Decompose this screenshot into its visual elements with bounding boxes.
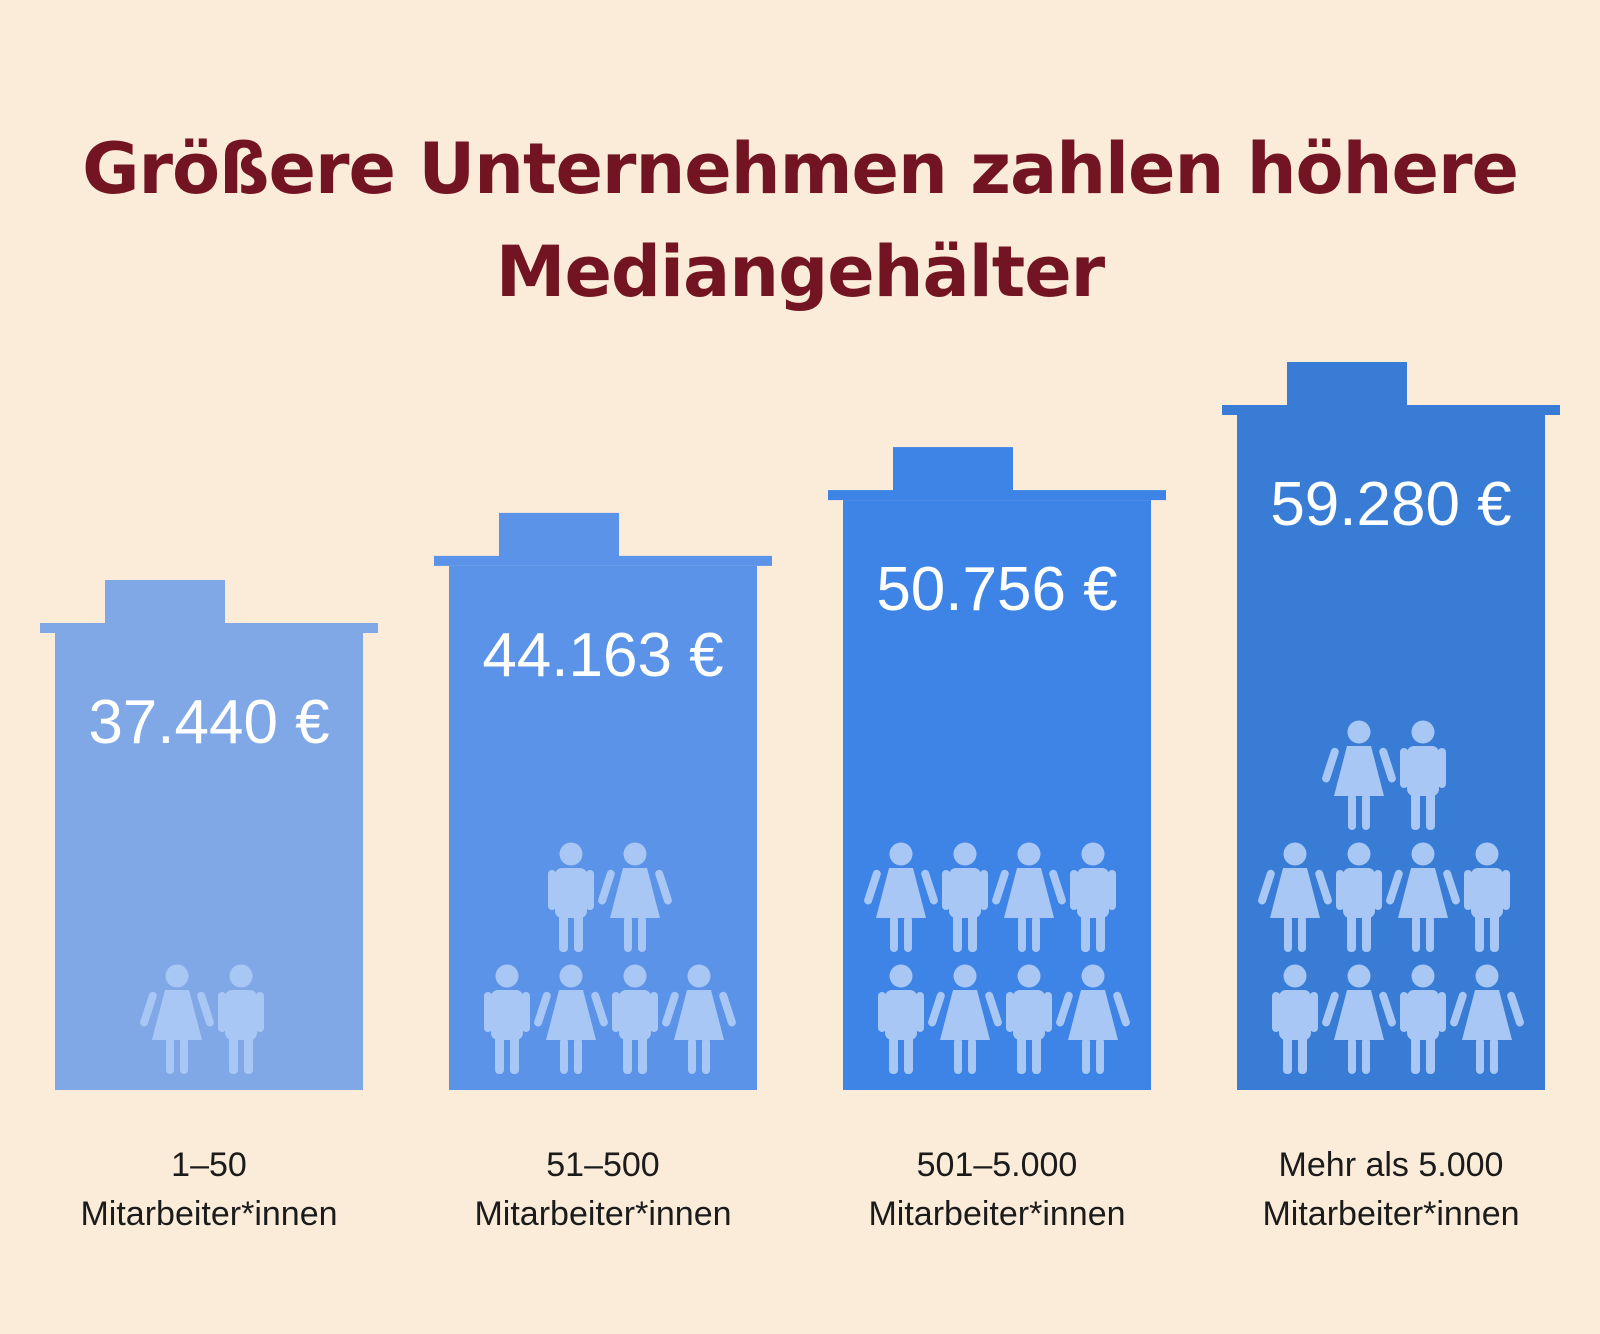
bar-group: 50.756 € bbox=[828, 447, 1166, 1091]
bar-chimney bbox=[499, 512, 619, 557]
people-icons bbox=[484, 842, 736, 1074]
bar-chimney bbox=[105, 580, 225, 624]
value-label: 44.163 € bbox=[482, 621, 723, 690]
category-label: Mitarbeiter*innen bbox=[80, 1195, 337, 1233]
category-label: Mitarbeiter*innen bbox=[1262, 1195, 1519, 1233]
category-label: Mehr als 5.000 bbox=[1279, 1146, 1504, 1184]
bar-roof bbox=[40, 623, 378, 633]
value-label: 50.756 € bbox=[876, 555, 1117, 624]
category-label: 51–500 bbox=[546, 1146, 659, 1184]
value-label: 59.280 € bbox=[1270, 470, 1511, 539]
bar-group: 37.440 € bbox=[40, 580, 378, 1090]
bar-roof bbox=[828, 490, 1166, 501]
bar-group: 59.280 € bbox=[1222, 362, 1560, 1090]
category-label: 501–5.000 bbox=[917, 1146, 1078, 1184]
people-icons bbox=[864, 842, 1130, 1074]
value-label: 37.440 € bbox=[88, 688, 329, 757]
category-label: 1–50 bbox=[171, 1146, 247, 1184]
category-label: Mitarbeiter*innen bbox=[474, 1195, 731, 1233]
people-icons bbox=[140, 964, 264, 1074]
category-label: Mitarbeiter*innen bbox=[868, 1195, 1125, 1233]
bar-roof bbox=[1222, 405, 1560, 415]
bar-chimney bbox=[1287, 362, 1407, 406]
people-icons bbox=[1258, 720, 1524, 1074]
chart-title: Größere Unternehmen zahlen höhere Median… bbox=[82, 128, 1519, 313]
bar-roof bbox=[434, 555, 772, 566]
bar-chimney bbox=[893, 447, 1013, 492]
bar-group: 44.163 € bbox=[434, 512, 772, 1090]
